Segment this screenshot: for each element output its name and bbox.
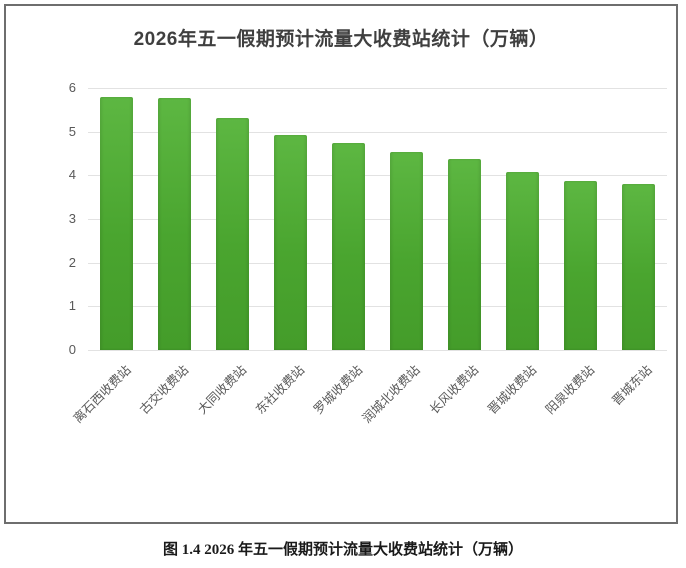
y-axis-tick-label: 3	[68, 211, 76, 226]
gridline	[88, 175, 667, 177]
x-axis-category-label: 晋城收费站	[484, 362, 539, 417]
bar	[332, 142, 366, 350]
bar	[447, 158, 481, 350]
bar	[505, 171, 539, 350]
x-axis-category-label: 长风收费站	[426, 362, 482, 417]
bar	[158, 97, 192, 350]
y-axis-tick-label: 4	[68, 167, 76, 183]
chart-title: 2026年五一假期预计流量大收费站统计（万辆）	[133, 29, 549, 50]
bar	[389, 152, 423, 350]
y-axis-tick-label: 6	[68, 80, 76, 95]
chart-frame: 2026年五一假期预计流量大收费站统计（万辆） 0 1 2 3 4 5 6 离石西收费站 古交收…	[4, 4, 678, 524]
bar	[274, 134, 308, 350]
gridline	[88, 262, 667, 264]
y-axis-tick-label: 1	[68, 298, 76, 314]
y-axis-tick-label: 2	[68, 254, 76, 270]
x-axis-category-label: 离石西收费站	[70, 362, 134, 426]
x-axis-category-label: 晋城东站	[609, 362, 655, 409]
y-axis-tick-label: 0	[68, 342, 76, 357]
x-axis-category-label: 古交收费站	[137, 362, 192, 417]
y-axis-tick-label: 5	[68, 123, 76, 139]
bar	[100, 96, 134, 350]
x-axis-category-label: 大同收费站	[195, 362, 250, 417]
x-axis-category-label: 罗城收费站	[311, 362, 366, 417]
bar	[621, 184, 655, 350]
gridline	[88, 88, 667, 89]
x-axis-category-label: 润城北收费站	[360, 362, 424, 426]
bar	[216, 117, 250, 350]
bar	[563, 181, 597, 350]
gridline	[88, 131, 667, 133]
x-axis-category-label: 东社收费站	[253, 362, 308, 417]
x-axis-category-label: 阳泉收费站	[542, 362, 597, 417]
figure-caption: 图 1.4 2026 年五一假期预计流量大收费站统计（万辆）	[162, 542, 523, 558]
gridline	[88, 219, 667, 220]
gridline	[88, 306, 667, 308]
gridline	[88, 350, 667, 351]
